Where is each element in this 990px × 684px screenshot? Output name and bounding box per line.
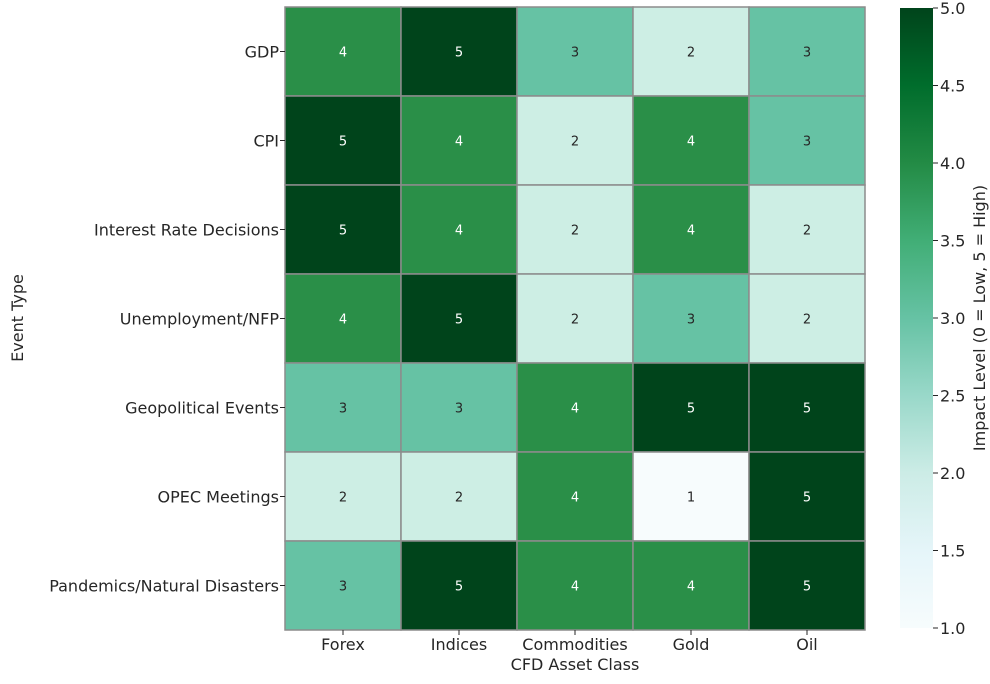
y-axis-ticks: GDP CPI Interest Rate Decisions Unemploymen… bbox=[49, 43, 285, 596]
heatmap-cell bbox=[748, 273, 866, 364]
y-tick-label: GDP bbox=[245, 43, 280, 62]
heatmap-cell bbox=[632, 6, 750, 97]
x-axis-ticks: Forex Indices Commodities Gold Oil bbox=[321, 630, 818, 654]
cell-value-label: 5 bbox=[455, 46, 463, 61]
cell-value-label: 2 bbox=[571, 224, 579, 239]
cell-value-label: 2 bbox=[687, 46, 695, 61]
heatmap-cell-labels: 4 5 3 2 3 5 4 2 4 3 5 4 2 4 2 4 5 2 3 2 3 3 4 5 5 2 2 4 1 5 3 5 4 4 5 bbox=[339, 46, 811, 595]
colorbar-tick-label: 1.0 bbox=[940, 619, 965, 638]
colorbar-tick-label: 3.5 bbox=[940, 232, 965, 251]
cell-value-label: 3 bbox=[687, 313, 695, 328]
cell-value-label: 2 bbox=[339, 491, 347, 506]
colorbar bbox=[900, 8, 933, 628]
y-axis-label: Event Type bbox=[8, 274, 27, 362]
heatmap-cell bbox=[516, 6, 634, 97]
x-tick-label: Commodities bbox=[522, 635, 627, 654]
cell-value-label: 5 bbox=[339, 224, 347, 239]
cell-value-label: 5 bbox=[455, 580, 463, 595]
colorbar-tick-label: 4.0 bbox=[940, 154, 965, 173]
cell-value-label: 4 bbox=[571, 402, 579, 417]
cell-value-label: 5 bbox=[803, 402, 811, 417]
cell-value-label: 3 bbox=[339, 580, 347, 595]
colorbar-label: Impact Level (0 = Low, 5 = High) bbox=[970, 185, 989, 451]
cell-value-label: 4 bbox=[339, 313, 347, 328]
heatmap-cell bbox=[400, 451, 518, 542]
heatmap-cell bbox=[400, 273, 518, 364]
colorbar-tick-label: 3.0 bbox=[940, 309, 965, 328]
cell-value-label: 2 bbox=[571, 135, 579, 150]
cell-value-label: 5 bbox=[687, 402, 695, 417]
heatmap-cell bbox=[748, 184, 866, 275]
x-axis-label: CFD Asset Class bbox=[511, 655, 640, 674]
y-tick-label: CPI bbox=[253, 132, 279, 151]
heatmap-cell bbox=[284, 362, 402, 453]
colorbar-tick-label: 4.5 bbox=[940, 77, 965, 96]
heatmap-cell bbox=[516, 273, 634, 364]
cell-value-label: 5 bbox=[339, 135, 347, 150]
heatmap-cell bbox=[400, 6, 518, 97]
cell-value-label: 2 bbox=[455, 491, 463, 506]
y-tick-label: OPEC Meetings bbox=[158, 488, 279, 507]
cell-value-label: 4 bbox=[687, 135, 695, 150]
heatmap-cell bbox=[400, 184, 518, 275]
heatmap-cell bbox=[748, 95, 866, 186]
heatmap-cell bbox=[632, 451, 750, 542]
x-tick-label: Gold bbox=[673, 635, 710, 654]
heatmap-cell bbox=[516, 451, 634, 542]
cell-value-label: 4 bbox=[455, 135, 463, 150]
y-tick-label: Geopolitical Events bbox=[125, 399, 279, 418]
cell-value-label: 1 bbox=[687, 491, 695, 506]
cell-value-label: 2 bbox=[571, 313, 579, 328]
cell-value-label: 4 bbox=[687, 224, 695, 239]
cell-value-label: 5 bbox=[803, 580, 811, 595]
heatmap-cell bbox=[748, 362, 866, 453]
cell-value-label: 4 bbox=[571, 491, 579, 506]
cell-value-label: 5 bbox=[455, 313, 463, 328]
heatmap-cell bbox=[400, 362, 518, 453]
x-tick-label: Forex bbox=[321, 635, 365, 654]
colorbar-tick-label: 1.5 bbox=[940, 542, 965, 561]
cell-value-label: 2 bbox=[803, 313, 811, 328]
y-tick-label: Interest Rate Decisions bbox=[94, 221, 279, 240]
cell-value-label: 3 bbox=[571, 46, 579, 61]
heatmap-cell bbox=[284, 540, 402, 631]
x-tick-label: Oil bbox=[796, 635, 817, 654]
cell-value-label: 4 bbox=[455, 224, 463, 239]
cell-value-label: 4 bbox=[339, 46, 347, 61]
x-tick-label: Indices bbox=[431, 635, 487, 654]
y-tick-label: Pandemics/Natural Disasters bbox=[49, 577, 279, 596]
heatmap-cell bbox=[516, 95, 634, 186]
colorbar-tick-label: 2.0 bbox=[940, 464, 965, 483]
cell-value-label: 4 bbox=[687, 580, 695, 595]
cell-value-label: 3 bbox=[455, 402, 463, 417]
heatmap-cell bbox=[632, 184, 750, 275]
heatmap-cell bbox=[632, 273, 750, 364]
cell-value-label: 4 bbox=[571, 580, 579, 595]
colorbar-tick-label: 5.0 bbox=[940, 0, 965, 18]
heatmap-cell bbox=[516, 362, 634, 453]
cell-value-label: 3 bbox=[803, 46, 811, 61]
cell-value-label: 3 bbox=[803, 135, 811, 150]
cell-value-label: 2 bbox=[803, 224, 811, 239]
heatmap-cell bbox=[284, 6, 402, 97]
heatmap-cells bbox=[284, 6, 866, 631]
cell-value-label: 5 bbox=[803, 491, 811, 506]
colorbar-tick-label: 2.5 bbox=[940, 387, 965, 406]
y-tick-label: Unemployment/NFP bbox=[120, 310, 280, 329]
heatmap-cell bbox=[748, 451, 866, 542]
colorbar-ticks: 1.0 1.5 2.0 2.5 3.0 3.5 4.0 4.5 5.0 bbox=[933, 0, 965, 638]
cell-value-label: 3 bbox=[339, 402, 347, 417]
heatmap-cell bbox=[284, 95, 402, 186]
